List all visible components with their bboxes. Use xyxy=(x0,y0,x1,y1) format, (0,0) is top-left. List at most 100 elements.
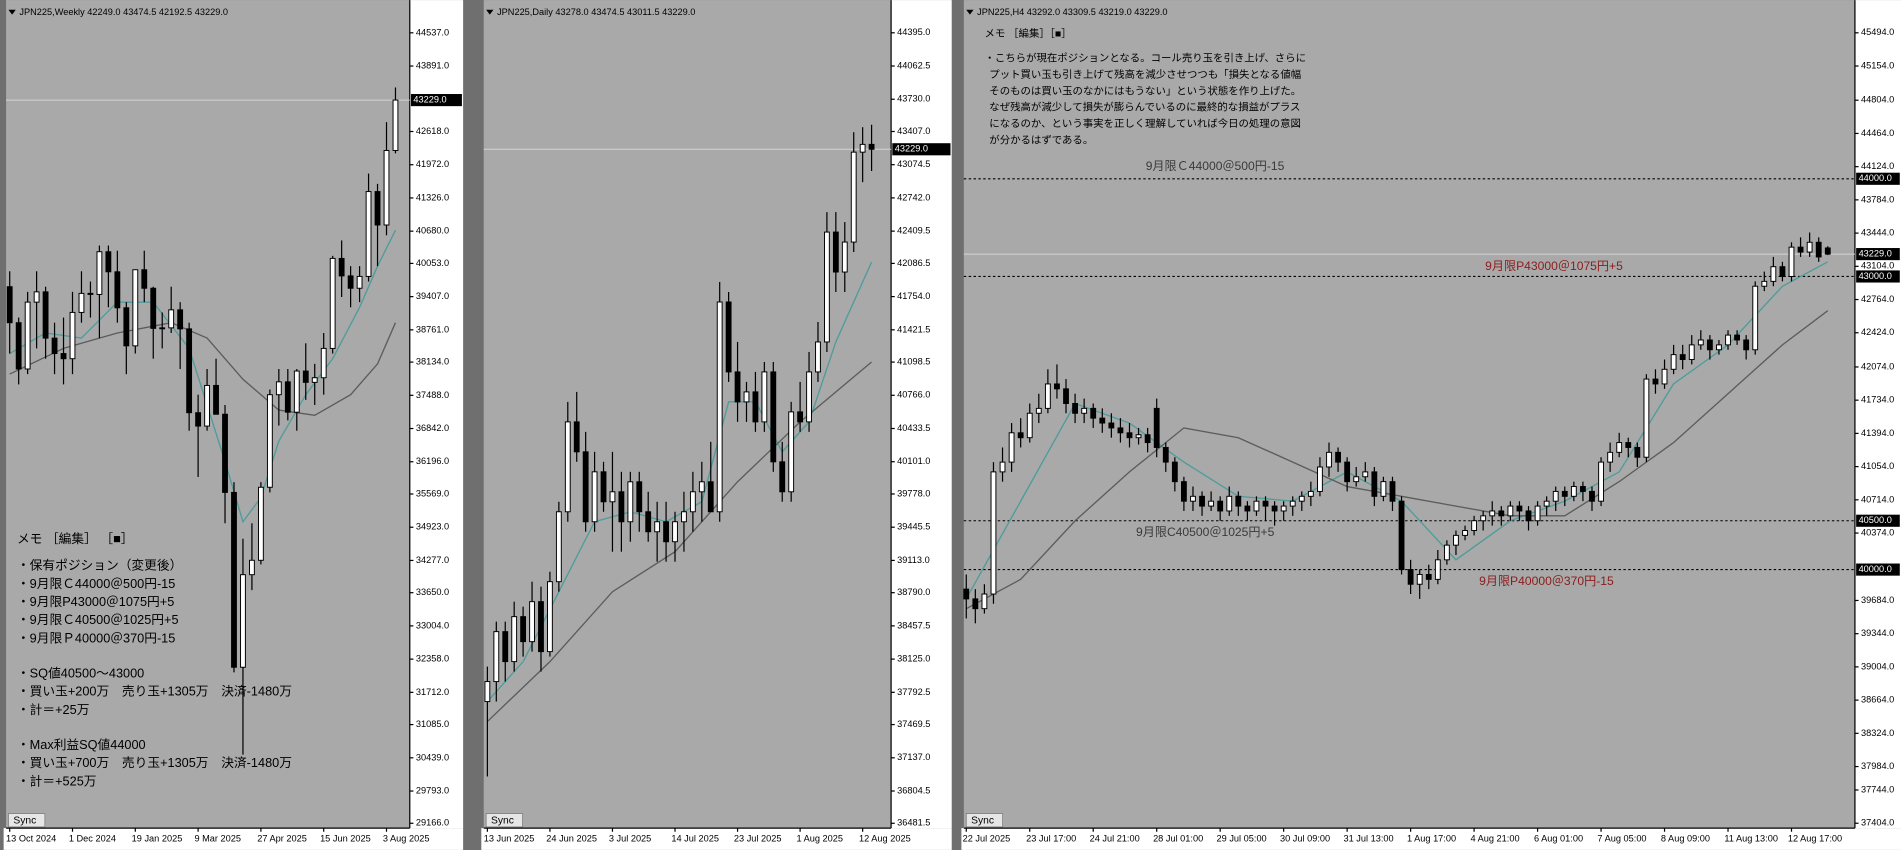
candle-body xyxy=(841,241,848,273)
chart-header: JPN225,Weekly 42249.0 43474.5 42192.5 43… xyxy=(19,7,228,17)
candle-body xyxy=(1453,534,1459,546)
sync-button[interactable] xyxy=(8,813,46,828)
memo-line: ・保有ポジション（変更後） xyxy=(17,558,182,573)
y-tick-label: 41326.0 xyxy=(416,192,449,202)
level-label-box xyxy=(1856,270,1900,283)
y-tick-label: 37137.0 xyxy=(897,752,930,762)
candle-body xyxy=(1697,339,1704,346)
candle-body xyxy=(1235,495,1242,507)
memo-line: になるのか、という事実を正しく理解していれば今日の処理の意図 xyxy=(989,117,1301,130)
candle-body xyxy=(87,292,94,295)
memo-line: が分かるはずである。 xyxy=(989,133,1093,146)
memo-line: ・買い玉+700万 売り玉+1305万 決済-1480万 xyxy=(17,755,292,770)
candle-body xyxy=(60,353,67,360)
candle-body xyxy=(591,471,598,523)
y-tick-label: 38457.5 xyxy=(897,620,930,630)
candle-body xyxy=(1507,505,1514,517)
candle-body xyxy=(582,451,589,523)
y-tick-label: 41421.5 xyxy=(897,324,930,334)
candle-body xyxy=(132,269,139,347)
y-tick-label: 43074.5 xyxy=(897,159,930,169)
moving-average xyxy=(965,310,1829,610)
x-tick-label: 27 Apr 2025 xyxy=(257,833,307,843)
candle-body xyxy=(6,286,13,324)
candle-body xyxy=(689,491,696,513)
candle-body xyxy=(1761,280,1768,287)
candle-body xyxy=(383,149,390,226)
candle-body xyxy=(1462,530,1468,536)
candle-body xyxy=(1824,247,1831,255)
memo-line: ・9月限P43000＠1075円+5 xyxy=(17,594,174,609)
candle-body xyxy=(1262,500,1269,507)
candle-body xyxy=(654,521,661,533)
candle-body xyxy=(999,461,1006,473)
candle-body xyxy=(707,481,714,513)
candle-body xyxy=(69,311,76,360)
memo-line: ・Max利益SQ値44000 xyxy=(17,737,146,752)
candle-body xyxy=(1153,407,1160,448)
candle-body xyxy=(663,521,669,543)
candle-body xyxy=(520,616,527,643)
candle-body xyxy=(1416,573,1423,585)
sync-button-label[interactable]: Sync xyxy=(971,816,994,827)
x-tick-label: 7 Aug 05:00 xyxy=(1597,833,1646,843)
y-tick-label: 39445.5 xyxy=(897,522,930,532)
candle-body xyxy=(725,301,732,373)
y-tick-label: 35569.0 xyxy=(416,488,449,498)
candle-body xyxy=(186,328,193,414)
current-price-box xyxy=(410,94,462,107)
candle-body xyxy=(1144,434,1151,444)
memo-line: ・SQ値40500～43000 xyxy=(17,666,144,681)
y-tick-label: 31085.0 xyxy=(416,719,449,729)
y-tick-label: 43730.0 xyxy=(897,94,930,104)
candle-body xyxy=(1162,446,1169,463)
candle-body xyxy=(222,413,228,493)
candle-body xyxy=(1425,573,1432,580)
y-tick-label: 36481.5 xyxy=(897,818,930,828)
sync-button-label[interactable]: Sync xyxy=(13,816,36,827)
candle-body xyxy=(743,391,750,403)
candle-body xyxy=(365,191,372,277)
candle-body xyxy=(311,377,318,383)
candle-body xyxy=(1480,515,1487,522)
candle-body xyxy=(797,411,804,423)
y-tick-label: 41734.0 xyxy=(1861,395,1894,405)
candle-body xyxy=(1670,354,1677,370)
candle-body xyxy=(1353,476,1360,483)
y-tick-label: 42424.0 xyxy=(1861,327,1894,337)
sync-button[interactable] xyxy=(485,813,523,828)
x-tick-label: 24 Jul 21:00 xyxy=(1090,833,1140,843)
candle-body xyxy=(627,481,634,523)
candle-body xyxy=(249,559,255,576)
chart-header: JPN225,Daily 43278.0 43474.5 43011.5 432… xyxy=(497,7,695,17)
y-tick-label: 43407.0 xyxy=(897,126,930,136)
candle-body xyxy=(1108,422,1115,429)
y-tick-label: 37488.0 xyxy=(416,390,449,400)
sync-button-label[interactable]: Sync xyxy=(491,816,514,827)
y-tick-label: 42764.0 xyxy=(1861,294,1894,304)
y-tick-label: 30439.0 xyxy=(416,752,449,762)
x-tick-label: 11 Aug 13:00 xyxy=(1724,833,1778,843)
x-tick-label: 4 Aug 21:00 xyxy=(1470,833,1519,843)
candle-body xyxy=(1090,407,1097,419)
time-axis xyxy=(3,828,464,850)
candle-body xyxy=(1788,246,1795,277)
current-price-box xyxy=(1856,248,1900,261)
y-tick-label: 42409.5 xyxy=(897,226,930,236)
candle-body xyxy=(1326,451,1332,468)
y-tick-label: 40714.0 xyxy=(1861,494,1894,504)
candle-body xyxy=(600,471,607,503)
x-tick-label: 13 Jun 2025 xyxy=(484,833,535,843)
candle-body xyxy=(42,291,49,339)
candle-body xyxy=(1770,266,1777,282)
candle-body xyxy=(1371,471,1378,497)
price-axis xyxy=(409,0,464,829)
candle-body xyxy=(1516,505,1523,512)
candle-body xyxy=(1652,378,1659,385)
memo-line: ・計＝+525万 xyxy=(17,773,97,788)
candle-body xyxy=(529,601,535,643)
sync-button[interactable] xyxy=(965,813,1003,828)
candle-body xyxy=(770,371,777,463)
candle-body xyxy=(24,301,31,370)
